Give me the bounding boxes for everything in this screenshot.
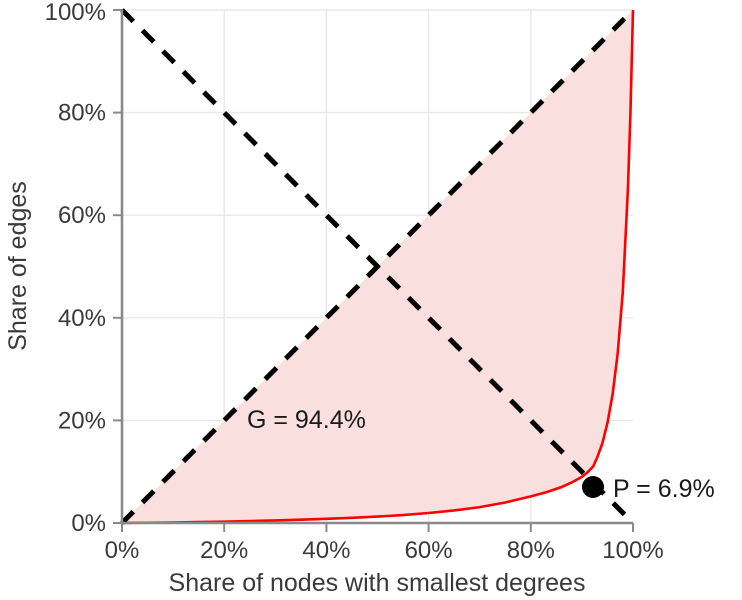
palma-annotation-label: P = 6.9% [613,475,715,503]
y-tick-label-100: 100% [45,0,106,26]
y-axis-tick-labels: 0% 20% 40% 60% 80% 100% [45,0,106,537]
x-axis-tick-labels: 0% 20% 40% 60% 80% 100% [105,537,664,564]
y-tick-label-40: 40% [58,305,106,332]
x-tick-label-20: 20% [200,537,248,564]
plot-area [120,8,635,525]
x-tick-label-80: 80% [507,537,555,564]
y-axis-title: Share of edges [4,181,32,351]
palma-point-marker [582,476,604,498]
gini-annotation-label: G = 94.4% [247,406,366,434]
anti-diagonal-line [120,8,635,525]
x-tick-label-100: 100% [602,537,663,564]
x-axis-title: Share of nodes with smallest degrees [169,569,586,597]
y-tick-label-20: 20% [58,407,106,434]
x-tick-label-0: 0% [105,537,140,564]
axis-lines [113,9,634,532]
x-tick-label-60: 60% [405,537,453,564]
y-tick-label-0: 0% [71,510,106,537]
x-tick-label-40: 40% [302,537,350,564]
y-tick-label-80: 80% [58,100,106,127]
y-tick-label-60: 60% [58,202,106,229]
lorenz-curve-line [121,9,635,525]
